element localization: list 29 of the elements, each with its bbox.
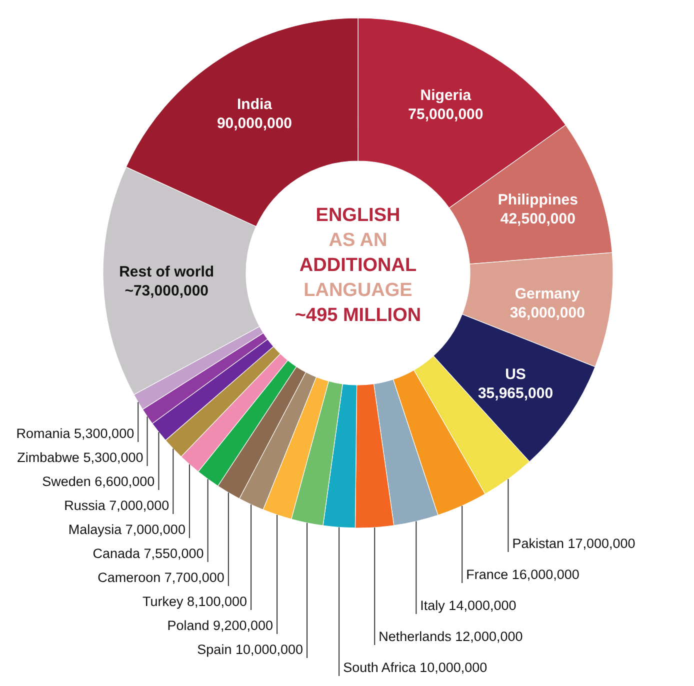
slice-label: France 16,000,000 — [466, 567, 580, 582]
slice-label: Romania 5,300,000 — [16, 426, 134, 441]
slice-label: Malaysia 7,000,000 — [68, 522, 186, 537]
slice-label: Cameroon 7,700,000 — [98, 570, 224, 585]
slice-label: US — [505, 366, 526, 383]
data-label: 35,965,000 — [478, 384, 554, 402]
slice-label: South Africa 10,000,000 — [343, 660, 488, 675]
text: ENGLISH AS AN ADDITIONAL LANGUAGE — [298, 204, 418, 303]
slice-label: Canada 7,550,000 — [92, 546, 204, 561]
text: ~495 MILLION — [294, 304, 422, 328]
slice-label: India — [237, 96, 273, 113]
slice-label: Zimbabwe 5,300,000 — [17, 450, 144, 465]
slice-label: Russia 7,000,000 — [64, 498, 170, 513]
slice-label: Rest of world — [119, 264, 214, 281]
slice-label: Sweden 6,600,000 — [42, 474, 155, 489]
slice-label: Pakistan 17,000,000 — [512, 536, 636, 551]
data-label: 75,000,000 — [408, 106, 484, 123]
slice-label: Poland 9,200,000 — [167, 618, 274, 633]
data-label: 42,500,000 — [500, 210, 576, 228]
slice-label: Netherlands 12,000,000 — [378, 629, 523, 644]
data-label: ~73,000,000 — [124, 282, 209, 300]
slice-label: Spain 10,000,000 — [197, 642, 304, 657]
slice-label: Turkey 8,100,000 — [142, 594, 248, 609]
data-label: 90,000,000 — [216, 114, 292, 132]
slice-label: Nigeria — [420, 86, 472, 104]
data-label: 36,000,000 — [510, 304, 585, 322]
slice-label: Germany — [514, 285, 581, 302]
slice-label: Italy 14,000,000 — [420, 598, 516, 613]
slice-label: Philippines — [498, 191, 578, 208]
